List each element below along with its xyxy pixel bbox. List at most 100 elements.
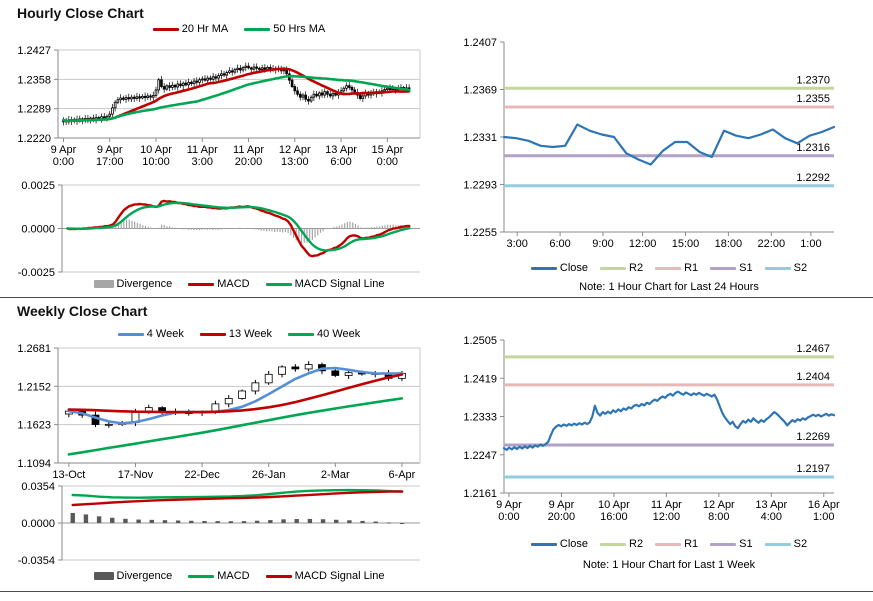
- candle-body: [249, 67, 253, 70]
- x-tick-label: 0:00: [377, 156, 398, 168]
- legend-item-13-week: 13 Week: [199, 328, 272, 340]
- x-tick-label: 12 Apr: [703, 499, 735, 511]
- x-tick-label: 22:00: [758, 238, 786, 250]
- x-tick-label: 6:00: [330, 156, 351, 168]
- legend-label: 50 Hrs MA: [273, 23, 326, 35]
- candle-body: [141, 95, 144, 99]
- divergence-bar: [347, 520, 352, 523]
- candle-body: [173, 84, 177, 88]
- candle-body: [358, 94, 362, 99]
- y-tick-label: 1.1094: [17, 458, 51, 470]
- x-tick-label: 9 Apr: [97, 144, 123, 156]
- candle-body: [116, 99, 120, 103]
- candle-body: [203, 78, 207, 81]
- legend-label: S2: [793, 262, 808, 274]
- x-tick-label: 17:00: [96, 156, 124, 168]
- x-tick-label: 4:00: [761, 511, 782, 523]
- x-tick-label: 10:00: [142, 156, 170, 168]
- divergence-bars: [70, 512, 405, 524]
- candle-body: [220, 73, 223, 76]
- x-tick-label: 26-Jan: [252, 469, 286, 481]
- x-tick-label: 10 Apr: [140, 144, 172, 156]
- x-tick-label: 15 Apr: [371, 144, 403, 156]
- legend-swatch: [199, 332, 226, 336]
- legend-item-s1: S1: [710, 538, 753, 550]
- candle-body: [291, 366, 300, 370]
- candle-body: [195, 80, 199, 83]
- legend-swatch: [117, 332, 144, 336]
- candle-body: [236, 67, 239, 70]
- candle-body: [102, 116, 106, 119]
- legend-label: R1: [684, 262, 699, 274]
- y-tick-label: 0.0000: [21, 518, 55, 530]
- candle-body: [127, 97, 131, 100]
- legend-swatch: [710, 542, 737, 546]
- legend-swatch: [530, 266, 557, 270]
- legend-swatch: [600, 266, 627, 270]
- candle-body: [157, 79, 161, 91]
- candle-body: [239, 67, 242, 71]
- candle-body: [350, 87, 354, 91]
- y-tick-label: 1.2152: [17, 381, 51, 393]
- x-tick-label: 13-Oct: [52, 469, 85, 481]
- divergence-bar: [268, 520, 273, 523]
- candle-body: [119, 97, 122, 101]
- candle-body: [318, 92, 321, 97]
- divergence-bar: [254, 520, 260, 523]
- x-tick-label: 1:00: [800, 238, 821, 250]
- legend-swatch: [655, 542, 682, 546]
- bottom-separator: [0, 591, 873, 592]
- y-tick-label: 0.0000: [21, 224, 55, 236]
- candle-body: [225, 72, 229, 76]
- weekly-ma-legend: 4 Week 13 Week 40 Week: [58, 328, 420, 340]
- legend-label: Divergence: [116, 278, 173, 290]
- legend-swatch: [93, 280, 114, 288]
- legend-label: R1: [684, 538, 699, 550]
- close-line: [502, 390, 836, 451]
- legend-swatch: [244, 27, 271, 31]
- legend-item-r1: R1: [655, 538, 698, 550]
- divergence-bar: [215, 521, 220, 523]
- x-tick-label: 17-Nov: [118, 469, 154, 481]
- candle-body: [105, 115, 109, 119]
- divergence-bar: [320, 519, 326, 523]
- s1-value-label: 1.2316: [796, 142, 830, 154]
- 40-week-line: [67, 397, 404, 456]
- candle-body: [165, 85, 169, 90]
- y-tick-label: 1.2161: [463, 488, 497, 500]
- candle-body: [209, 77, 212, 80]
- legend-item-macd: MACD: [188, 278, 250, 290]
- legend-swatch: [764, 266, 791, 270]
- candle-body: [179, 83, 182, 87]
- candle-body: [181, 82, 185, 87]
- candle-body: [135, 96, 139, 99]
- x-tick-label: 0:00: [53, 156, 74, 168]
- legend-label: MACD: [217, 570, 250, 582]
- divergence-bar: [96, 516, 102, 523]
- candle-body: [224, 398, 233, 405]
- legend-label: MACD: [217, 278, 250, 290]
- divergence-bar: [123, 518, 128, 523]
- x-tick-label: 6:00: [549, 238, 570, 250]
- candle-body: [293, 86, 297, 92]
- y-tick-label: 1.2427: [17, 45, 51, 57]
- x-tick-label: 12:00: [653, 511, 681, 523]
- 4-week-line: [67, 366, 404, 425]
- hourly-macd-legend: Divergence MACD MACD Signal Line: [58, 278, 420, 290]
- divergence-bar: [110, 517, 115, 523]
- candle-body: [176, 83, 180, 88]
- candle-body: [328, 93, 332, 97]
- candle-body: [307, 98, 310, 102]
- x-tick-label: 9 Apr: [51, 144, 77, 156]
- macd-signal-line: [66, 201, 411, 252]
- x-tick-label: 18:00: [715, 238, 743, 250]
- legend-item-divergence: Divergence: [93, 278, 173, 290]
- y-tick-label: 0.0354: [21, 481, 55, 493]
- divergence-bar: [307, 518, 313, 523]
- legend-item-macd-signal-line: MACD Signal Line: [265, 570, 384, 582]
- legend-label: Close: [559, 262, 589, 274]
- y-tick-label: 1.2358: [17, 74, 51, 86]
- y-tick-label: -0.0354: [18, 555, 55, 567]
- x-tick-label: 3:00: [506, 238, 527, 250]
- r2-value-label: 1.2467: [796, 343, 830, 355]
